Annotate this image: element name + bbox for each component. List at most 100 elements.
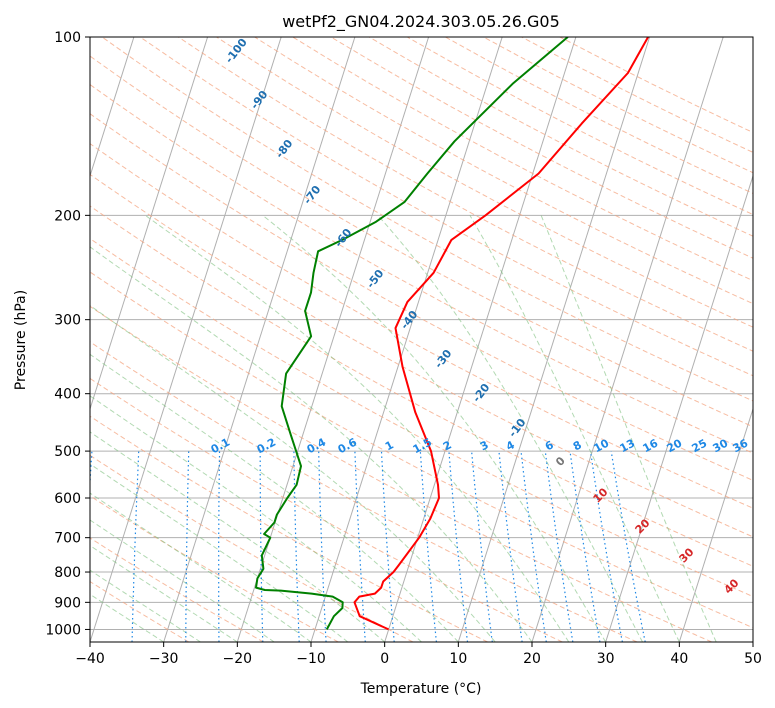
mixing-ratio-line (471, 451, 493, 642)
mixing-ratio-line (544, 451, 574, 642)
y-tick-label: 100 (54, 30, 81, 46)
isotherm-line (163, 37, 356, 642)
moist-adiabat-line (90, 431, 386, 642)
x-tick-label: 10 (449, 651, 467, 667)
moist-adiabat-label: 0 (553, 454, 568, 469)
mixing-ratio-label: 25 (690, 437, 710, 456)
y-tick-label: 600 (54, 491, 81, 507)
isotherm-line (531, 37, 724, 642)
x-tick-label: 30 (597, 651, 615, 667)
mixing-ratio-line (293, 451, 300, 642)
isotherm-line (457, 37, 651, 642)
moist-adiabat-line (90, 304, 496, 642)
mixing-ratio-line (520, 451, 547, 642)
mixing-ratio-line (569, 451, 601, 642)
mixing-ratio-line (589, 451, 623, 642)
temperature-profile (353, 37, 649, 631)
x-tick-label: 20 (523, 651, 541, 667)
dry-adiabat-line (90, 580, 190, 642)
dry-adiabat-line (90, 305, 712, 642)
x-tick-label: −40 (75, 651, 105, 667)
y-tick-label: 200 (54, 208, 81, 224)
moist-adiabat-line (90, 593, 164, 642)
dry-adiabat-label: -80 (273, 137, 296, 161)
mixing-ratio-line (448, 451, 469, 642)
dry-adiabat-line (90, 537, 264, 642)
isotherm-line (678, 407, 753, 642)
isotherm-line (384, 37, 577, 642)
moist-adiabat-line (540, 215, 717, 642)
mixing-ratio-label: 30 (711, 436, 731, 455)
dry-adiabat-line (445, 37, 753, 194)
x-tick-label: −30 (149, 651, 179, 667)
mixing-ratio-label: 10 (592, 436, 612, 455)
moist-adiabat-label: 20 (633, 516, 653, 536)
moist-adiabat-line (90, 353, 459, 642)
dry-adiabat-line (90, 205, 753, 567)
mixing-ratio-line (185, 451, 190, 642)
x-tick-label: −20 (223, 651, 253, 667)
mixing-ratio-label: 0.6 (336, 435, 360, 456)
dry-adiabat-line (101, 37, 753, 402)
dry-adiabat-label: -100 (223, 36, 250, 66)
moist-adiabat-line (377, 214, 643, 642)
y-tick-label: 700 (54, 531, 81, 547)
dry-adiabat-label: -60 (332, 226, 355, 250)
plot-frame (89, 36, 754, 643)
mixing-ratio-line (218, 451, 221, 642)
mixing-ratio-label: 13 (618, 437, 638, 456)
dry-adiabat-label: -40 (398, 308, 421, 332)
dry-adiabat-label: -30 (432, 347, 455, 371)
moist-adiabat-line (469, 215, 680, 642)
x-axis-label: Temperature (°C) (360, 681, 482, 697)
isotherm-line (605, 174, 753, 642)
dry-adiabat-label: -90 (248, 88, 271, 112)
isotherm-line (90, 37, 135, 178)
dry-adiabat-line (90, 341, 638, 642)
mixing-ratio-line (419, 451, 437, 642)
y-tick-label: 400 (54, 387, 81, 403)
dry-adiabat-line (90, 271, 753, 629)
dry-adiabat-line (90, 83, 753, 454)
y-axis-label: Pressure (hPa) (13, 290, 29, 390)
isotherm-line (752, 640, 753, 642)
dry-adiabat-line (90, 454, 414, 642)
mixing-ratio-line (259, 451, 264, 642)
isotherm-line (90, 37, 209, 411)
moist-adiabat-label: 40 (722, 576, 742, 596)
moist-adiabat-line (90, 569, 201, 642)
dry-adiabat-line (559, 37, 753, 134)
dry-adiabat-line (90, 113, 753, 481)
mixing-ratio-label: 0.2 (255, 436, 278, 457)
mixing-ratio-line (318, 451, 327, 642)
mixing-ratio-line (131, 451, 140, 642)
isotherm-line (310, 37, 503, 642)
x-tick-label: −10 (296, 651, 326, 667)
x-tick-label: 50 (744, 651, 762, 667)
dry-adiabat-line (292, 37, 753, 282)
dry-adiabat-line (483, 37, 753, 174)
dry-adiabat-line (90, 143, 753, 509)
isotherm-line (90, 37, 282, 642)
dry-adiabat-line (368, 37, 753, 237)
moist-adiabat-line (262, 214, 607, 642)
mixing-ratio-label: 20 (665, 436, 685, 455)
dry-adiabat-line (90, 55, 753, 428)
y-tick-label: 1000 (45, 622, 81, 638)
dry-adiabat-line (90, 237, 753, 598)
dry-adiabat-line (90, 415, 488, 642)
mixing-ratio-label: 0.1 (209, 436, 232, 457)
moist-adiabat-line (90, 463, 349, 642)
dry-adiabat-label: -70 (301, 183, 324, 207)
isotherm-line (236, 37, 430, 642)
dry-adiabat-line (90, 495, 339, 642)
y-tick-label: 500 (54, 444, 81, 460)
moist-adiabat-line (90, 544, 238, 642)
dry-adiabat-line (521, 37, 753, 153)
x-tick-label: 0 (380, 651, 389, 667)
dry-adiabat-label: -20 (470, 381, 493, 405)
mixing-ratio-label: 36 (731, 436, 751, 455)
mixing-ratio-line (380, 451, 395, 642)
dry-adiabat-line (254, 37, 753, 305)
